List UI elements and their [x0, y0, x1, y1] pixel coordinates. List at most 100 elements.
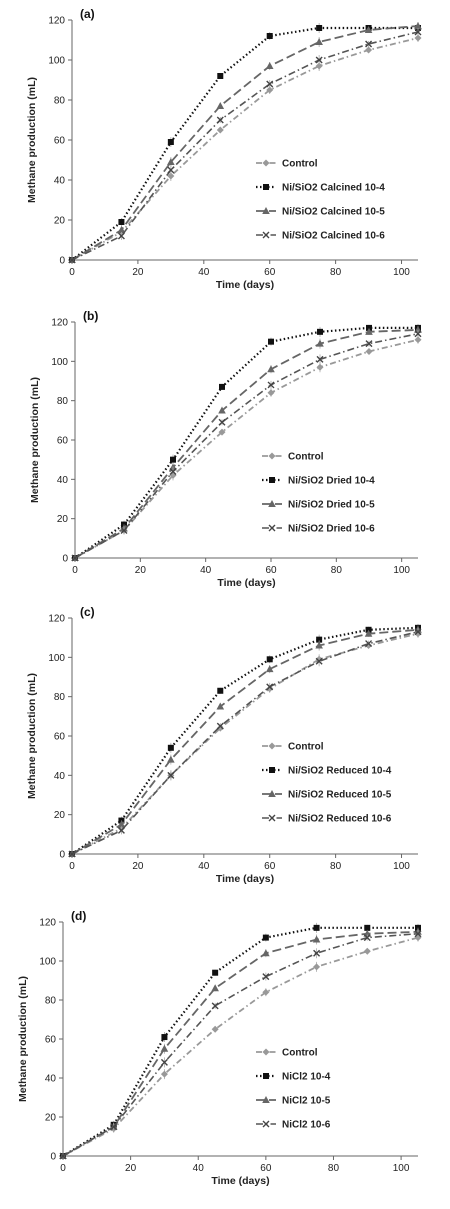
y-axis-title: Methane production (mL)	[17, 976, 29, 1102]
data-point	[117, 826, 125, 834]
data-point	[120, 526, 128, 534]
legend-marker	[262, 159, 270, 167]
x-tick-label: 40	[198, 267, 210, 278]
x-tick-label: 20	[132, 267, 144, 278]
legend-marker	[268, 500, 276, 507]
y-tick-label: 40	[57, 475, 69, 486]
series-line	[71, 25, 419, 261]
chart-panel-a: 0 20 40 60 80 100 120 0 20 40 60 80 100 Time (days) Me…	[0, 0, 450, 302]
legend-marker	[263, 1073, 269, 1079]
y-tick-label: 20	[54, 810, 66, 821]
x-axis-title: Time (days)	[216, 279, 274, 291]
y-tick-label: 20	[57, 514, 69, 525]
data-point	[315, 62, 323, 70]
data-point	[316, 339, 324, 347]
x-tick-label: 60	[264, 861, 276, 872]
data-point	[262, 988, 270, 996]
data-point	[160, 1044, 169, 1052]
data-point	[365, 640, 373, 648]
data-point	[68, 256, 76, 264]
series-line	[62, 932, 419, 1157]
legend-marker	[262, 1096, 270, 1103]
data-point	[212, 969, 219, 976]
y-tick-label: 120	[39, 918, 56, 929]
data-point	[118, 219, 125, 225]
legend-marker	[269, 477, 275, 483]
data-point	[262, 973, 270, 981]
x-tick-label: 100	[393, 565, 410, 576]
data-point	[313, 963, 321, 971]
legend-label: Control	[282, 159, 318, 170]
legend-label: Control	[288, 742, 324, 753]
data-point	[161, 1034, 168, 1041]
x-tick-label: 0	[69, 861, 75, 872]
legend-marker	[262, 231, 270, 239]
data-point	[414, 22, 422, 29]
data-point	[167, 158, 175, 165]
x-tick-label: 60	[260, 1163, 272, 1174]
legend-marker	[262, 207, 270, 214]
chart-c-svg: 0 20 40 60 80 100 120 0 20 40 60 80 100 Time (days) Me…	[26, 605, 422, 885]
legend-label: Ni/SiO2 Dried 10-6	[288, 524, 375, 535]
data-point	[167, 755, 175, 763]
data-point	[219, 383, 225, 390]
data-point	[167, 166, 175, 174]
y-tick-label: 0	[59, 850, 65, 861]
x-tick-label: 60	[264, 267, 276, 278]
data-point	[313, 949, 321, 957]
y-axis-title: Methane production (mL)	[26, 673, 38, 799]
data-point	[265, 665, 274, 673]
x-tick-label: 40	[200, 565, 212, 576]
legend-marker	[268, 742, 276, 750]
series-line	[62, 930, 419, 1157]
data-point	[414, 336, 422, 344]
x-tick-label: 0	[72, 565, 78, 576]
data-point	[265, 62, 274, 69]
data-point	[160, 1058, 168, 1066]
y-tick-label: 0	[62, 554, 68, 565]
data-point	[363, 947, 371, 955]
y-tick-label: 80	[57, 396, 69, 407]
chart-panel-d: 0 20 40 60 80 100 120 0 20 40 60 80 100 Time (days) Me…	[0, 906, 450, 1209]
data-point	[211, 984, 219, 992]
data-point	[266, 33, 273, 39]
x-tick-label: 20	[135, 565, 147, 576]
chart-panel-b: 0 20 40 60 80 100 120 0 20 40 60 80 100 Time (days) Me…	[0, 302, 450, 604]
y-tick-label: 60	[57, 436, 69, 447]
data-point	[262, 949, 270, 957]
y-tick-label: 100	[48, 653, 65, 664]
data-point	[364, 924, 371, 931]
y-tick-label: 80	[54, 692, 66, 703]
data-point	[267, 389, 275, 397]
y-tick-label: 100	[39, 957, 56, 968]
series-line	[71, 37, 419, 261]
series-line	[62, 926, 418, 1157]
data-point	[315, 56, 323, 64]
y-tick-label: 40	[45, 1074, 57, 1085]
y-axis-title: Methane production (mL)	[29, 377, 41, 503]
data-point	[364, 629, 373, 637]
data-point	[117, 226, 126, 233]
legend-marker	[268, 790, 276, 797]
data-point	[117, 820, 126, 828]
legend-label: Ni/SiO2 Reduced 10-6	[288, 814, 392, 825]
data-point	[110, 1123, 118, 1131]
data-point	[365, 340, 373, 348]
y-tick-label: 60	[45, 1035, 57, 1046]
series-line	[71, 626, 419, 855]
data-point	[268, 338, 274, 345]
y-tick-label: 120	[48, 614, 65, 625]
data-point	[414, 34, 422, 42]
data-point	[414, 628, 422, 636]
chart-a-svg: 0 20 40 60 80 100 120 0 20 40 60 80 100 Time (days) Me…	[26, 7, 422, 291]
data-point	[218, 406, 226, 414]
x-tick-label: 80	[330, 861, 342, 872]
data-point	[59, 1152, 67, 1160]
data-point	[217, 687, 224, 694]
legend-marker	[269, 767, 275, 773]
data-point	[167, 139, 174, 145]
y-tick-label: 60	[54, 136, 66, 147]
legend-label: Ni/SiO2 Calcined 10-6	[282, 231, 385, 242]
data-point	[315, 657, 323, 665]
chart-panel-c: 0 20 40 60 80 100 120 0 20 40 60 80 100 Time (days) Me…	[0, 604, 450, 906]
